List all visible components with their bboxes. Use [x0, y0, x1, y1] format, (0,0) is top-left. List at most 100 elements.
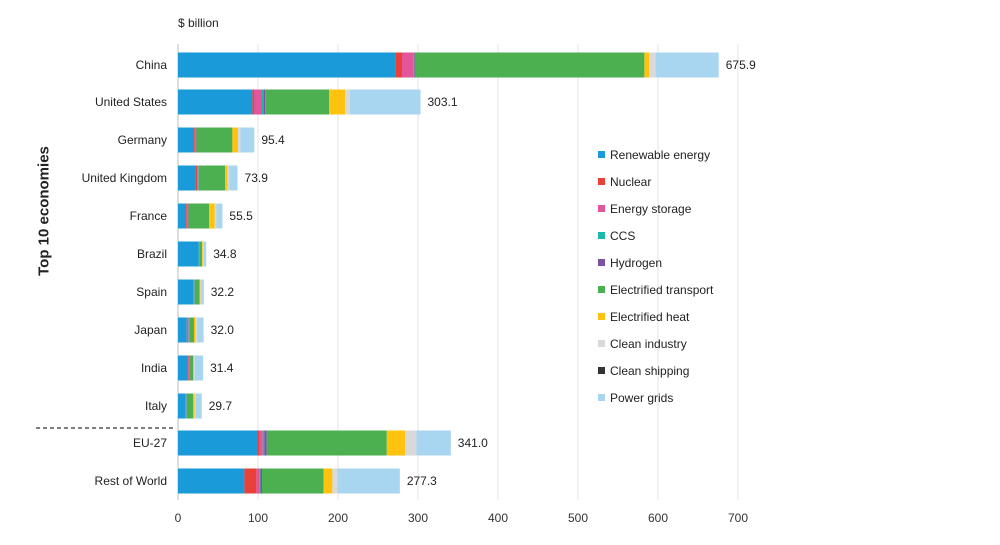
- legend-label: Electrified heat: [610, 309, 690, 324]
- bar-segment: [266, 430, 387, 456]
- bar-segment: [178, 89, 253, 115]
- bar-segment: [264, 430, 267, 456]
- bar-segment: [195, 393, 202, 419]
- bar-segment: [203, 241, 207, 267]
- legend-swatch: [598, 340, 605, 347]
- legend-item: Energy storage: [598, 195, 713, 222]
- legend-label: Hydrogen: [610, 255, 663, 270]
- total-label: 34.8: [213, 247, 237, 261]
- legend-label: CCS: [610, 228, 636, 243]
- bar-segment: [194, 355, 195, 381]
- bar-segment: [178, 165, 196, 191]
- x-tick-label: 300: [408, 511, 428, 525]
- bar-segment: [395, 52, 402, 78]
- x-tick-label: 600: [648, 511, 668, 525]
- bar-segment: [189, 317, 194, 343]
- legend-label: Clean industry: [610, 336, 687, 351]
- bar-segment: [186, 203, 188, 229]
- bar-segment: [227, 165, 230, 191]
- bar-segment: [214, 203, 217, 229]
- x-tick-label: 0: [175, 511, 182, 525]
- bar-segment: [178, 279, 194, 305]
- bar-segment: [413, 52, 414, 78]
- category-labels: China United States Germany United Kingdom F…: [82, 58, 168, 488]
- bar-segment: [190, 355, 194, 381]
- category-label: China: [136, 58, 168, 72]
- legend-item: Electrified heat: [598, 303, 713, 330]
- bar-segment: [193, 393, 195, 419]
- bar-segment: [350, 89, 421, 115]
- legend-item: Hydrogen: [598, 249, 713, 276]
- bar-segment: [178, 468, 245, 494]
- bar-segment: [186, 203, 187, 229]
- x-tick-label: 100: [248, 511, 268, 525]
- category-label: Brazil: [137, 247, 167, 261]
- bar-segment: [178, 203, 186, 229]
- legend-label: Clean shipping: [610, 363, 690, 378]
- bar-segment: [414, 52, 645, 78]
- bar-segment: [197, 317, 204, 343]
- total-label: 95.4: [261, 133, 285, 147]
- legend-item: Renewable energy: [598, 141, 713, 168]
- bar-segment: [332, 468, 338, 494]
- category-label: EU-27: [133, 436, 167, 450]
- legend-label: Nuclear: [610, 174, 652, 189]
- bar-segment: [197, 165, 198, 191]
- bar-segment: [329, 89, 346, 115]
- bar-segment: [188, 203, 210, 229]
- legend-swatch: [598, 313, 605, 320]
- bar-segment: [199, 279, 201, 305]
- bar-segment: [262, 430, 265, 456]
- bar-segment: [193, 355, 194, 381]
- bar-segment: [402, 52, 414, 78]
- bar-segment: [225, 165, 228, 191]
- bar-segment: [229, 165, 238, 191]
- bar-segment: [244, 468, 257, 494]
- bar-segment: [187, 355, 189, 381]
- bar-segment: [337, 468, 400, 494]
- x-tick-label: 400: [488, 511, 508, 525]
- total-labels: 675.9 303.1 95.4 73.9 55.5 34.8 32.2 32.0 31.4 29…: [209, 58, 756, 488]
- bar-segment: [194, 279, 200, 305]
- legend-item: Nuclear: [598, 168, 713, 195]
- bar-segment: [186, 317, 188, 343]
- bar-segment: [649, 52, 656, 78]
- bar-segment: [178, 430, 258, 456]
- legend-label: Energy storage: [610, 201, 692, 216]
- category-label: Italy: [145, 399, 167, 413]
- bar-segment: [258, 430, 260, 456]
- bar-segment: [256, 468, 260, 494]
- total-label: 303.1: [427, 95, 457, 109]
- bar-segment: [252, 89, 254, 115]
- bars: [178, 52, 719, 494]
- bar-segment: [186, 393, 194, 419]
- legend-label: Renewable energy: [610, 147, 711, 162]
- legend-swatch: [598, 259, 605, 266]
- bar-segment: [263, 89, 266, 115]
- bar-segment: [194, 355, 204, 381]
- bar-segment: [196, 127, 233, 153]
- bar-segment: [238, 127, 241, 153]
- total-label: 55.5: [229, 209, 253, 223]
- x-tick-label: 500: [568, 511, 588, 525]
- total-label: 341.0: [458, 436, 488, 450]
- legend-swatch: [598, 367, 605, 374]
- bar-segment: [194, 127, 196, 153]
- total-label: 31.4: [210, 361, 234, 375]
- category-label: Japan: [134, 323, 167, 337]
- bar-segment: [345, 89, 350, 115]
- bar-segment: [209, 203, 215, 229]
- bar-segment: [185, 393, 186, 419]
- bar-segment: [195, 317, 198, 343]
- legend-label: Power grids: [610, 390, 674, 405]
- legend-item: CCS: [598, 222, 713, 249]
- bar-segment: [178, 355, 188, 381]
- bar-segment: [194, 317, 196, 343]
- bar-segment: [259, 430, 263, 456]
- bar-segment: [178, 127, 194, 153]
- category-label: Spain: [136, 285, 167, 299]
- category-label: France: [130, 209, 168, 223]
- category-label: Rest of World: [95, 474, 167, 488]
- unit-label: $ billion: [178, 16, 219, 30]
